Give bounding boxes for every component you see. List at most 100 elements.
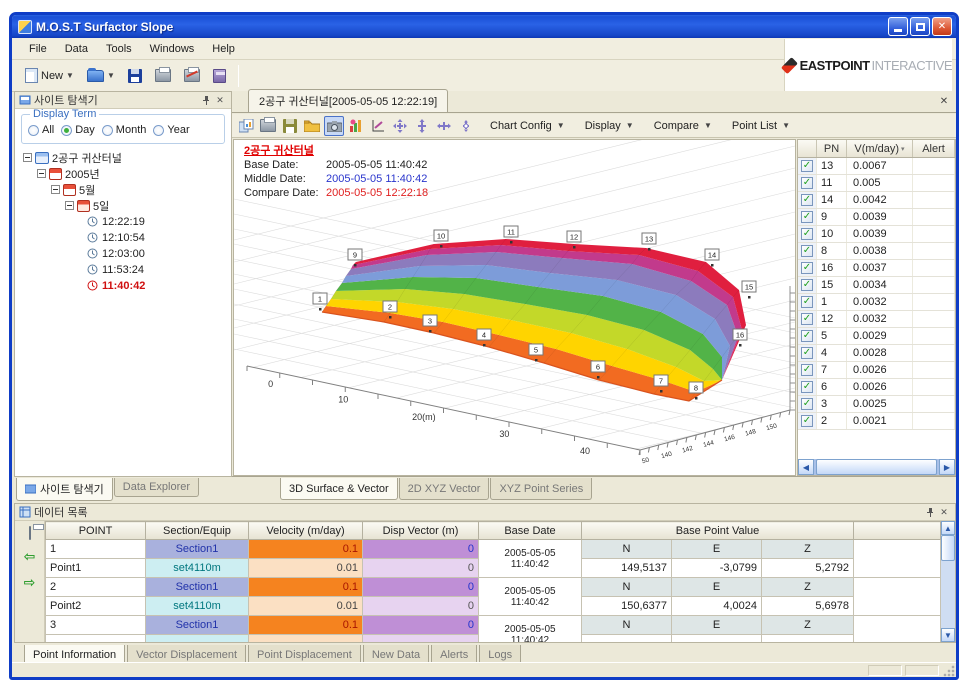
point-row[interactable]: ✓ 2 0.0021: [798, 413, 955, 430]
tab-data-explorer[interactable]: Data Explorer: [113, 478, 200, 497]
subheader-e[interactable]: E: [671, 577, 762, 597]
checkbox[interactable]: ✓: [801, 296, 813, 308]
cell-disp-vector[interactable]: 0: [362, 558, 479, 578]
cell-velocity[interactable]: 0.1: [248, 539, 363, 559]
cell-alert[interactable]: [913, 379, 955, 395]
cell-alert[interactable]: [913, 345, 955, 361]
cell-disp-vector[interactable]: 0: [362, 539, 479, 559]
document-tab[interactable]: 2공구 귀산터널[2005-05-05 12:22:19]: [248, 89, 449, 112]
tree-time-item[interactable]: 11:40:42: [85, 278, 231, 294]
collapse-icon[interactable]: [37, 169, 46, 178]
cell-alert[interactable]: [913, 192, 955, 208]
cell-velocity[interactable]: 0.0026: [847, 379, 913, 395]
cell-velocity[interactable]: 0.0042: [847, 192, 913, 208]
cell-pn[interactable]: 4: [817, 345, 847, 361]
cell-velocity[interactable]: 0.005: [847, 175, 913, 191]
cell-section[interactable]: Section1: [145, 577, 249, 597]
pn-column-header[interactable]: PN: [817, 140, 847, 157]
cell-velocity[interactable]: 0.01: [248, 596, 363, 616]
cell-velocity[interactable]: 0.0039: [847, 209, 913, 225]
checkbox[interactable]: ✓: [801, 279, 813, 291]
menu-item-windows[interactable]: Windows: [149, 42, 195, 55]
cell-velocity[interactable]: 0.1: [248, 577, 363, 597]
cell-alert[interactable]: [913, 328, 955, 344]
new-dropdown-icon[interactable]: ▼: [66, 71, 74, 80]
scroll-down-arrow[interactable]: ▼: [941, 628, 955, 642]
print-preview-button[interactable]: [179, 66, 205, 85]
open-button[interactable]: ▼: [82, 67, 120, 85]
reload-button[interactable]: ⇨: [23, 574, 36, 590]
cell-point[interactable]: 2: [45, 577, 146, 597]
save-button[interactable]: [123, 66, 147, 86]
cell-pn[interactable]: 11: [817, 175, 847, 191]
cell-velocity[interactable]: 0.0034: [847, 277, 913, 293]
radio-option-year[interactable]: Year: [153, 124, 190, 136]
bottom-tab-alerts[interactable]: Alerts: [431, 645, 478, 665]
cell-velocity[interactable]: 0.0038: [847, 243, 913, 259]
checkbox[interactable]: ✓: [801, 330, 813, 342]
data-row[interactable]: 1 Section1 0.1 0 2005-05-05 11:40:42 N E Z: [45, 539, 941, 578]
cell-disp-vector[interactable]: 0: [362, 577, 479, 597]
move-all-button[interactable]: [390, 116, 410, 136]
checkbox[interactable]: ✓: [801, 194, 813, 206]
cell-e[interactable]: [671, 634, 762, 642]
panel-close-icon[interactable]: ✕: [216, 94, 224, 105]
point-row[interactable]: ✓ 15 0.0034: [798, 277, 955, 294]
cell-pn[interactable]: 3: [817, 396, 847, 412]
checkbox[interactable]: ✓: [801, 347, 813, 359]
cell-pn[interactable]: 1: [817, 294, 847, 310]
cell-pn[interactable]: 5: [817, 328, 847, 344]
cell-alert[interactable]: [913, 311, 955, 327]
cell-disp-vector[interactable]: [362, 634, 479, 642]
cell-pn[interactable]: 2: [817, 413, 847, 429]
cell-velocity[interactable]: 0.01: [248, 558, 363, 578]
tree-time-item[interactable]: 12:03:00: [85, 246, 231, 262]
chevron-down-icon[interactable]: ▼: [625, 121, 634, 130]
collapse-icon[interactable]: [23, 153, 32, 162]
cell-velocity[interactable]: 0.0025: [847, 396, 913, 412]
cell-alert[interactable]: [913, 362, 955, 378]
cell-base-date[interactable]: 2005-05-05 11:40:42: [478, 615, 582, 642]
menu-item-tools[interactable]: Tools: [105, 42, 132, 55]
maximize-button[interactable]: [910, 17, 930, 36]
dropdown-compare[interactable]: Compare ▼: [646, 117, 720, 135]
subheader-n[interactable]: N: [581, 539, 672, 559]
snapshot-button[interactable]: [324, 115, 344, 136]
point-row[interactable]: ✓ 10 0.0039: [798, 226, 955, 243]
point-row[interactable]: ✓ 7 0.0026: [798, 362, 955, 379]
point-row[interactable]: ✓ 5 0.0029: [798, 328, 955, 345]
export-button[interactable]: [208, 66, 231, 86]
cell-section[interactable]: Section1: [145, 615, 249, 635]
cell-pn[interactable]: 9: [817, 209, 847, 225]
point-row[interactable]: ✓ 3 0.0025: [798, 396, 955, 413]
scroll-thumb[interactable]: [941, 535, 955, 561]
cell-velocity[interactable]: 0.0037: [847, 260, 913, 276]
cell-n[interactable]: [581, 634, 672, 642]
menu-item-data[interactable]: Data: [64, 42, 88, 55]
cell-disp-vector[interactable]: 0: [362, 615, 479, 635]
view-tab-3d-surface-vector[interactable]: 3D Surface & Vector: [280, 478, 398, 500]
chart-style-button[interactable]: [346, 116, 366, 136]
cell-alert[interactable]: [913, 243, 955, 259]
point-row[interactable]: ✓ 11 0.005: [798, 175, 955, 192]
print-list-button[interactable]: [28, 526, 31, 540]
scroll-left-arrow[interactable]: ◀: [798, 459, 814, 475]
new-button[interactable]: New ▼: [20, 65, 79, 86]
point-row[interactable]: ✓ 1 0.0032: [798, 294, 955, 311]
resize-grip[interactable]: [942, 663, 955, 677]
move-horizontal-button[interactable]: [434, 116, 454, 136]
data-list-vscrollbar[interactable]: ▲ ▼: [941, 521, 955, 642]
cell-alert[interactable]: [913, 413, 955, 429]
cell-z[interactable]: 5,2792: [761, 558, 854, 578]
data-row[interactable]: Point1 set4110m 0.01 0 149,5137 -3,0799 5,2792: [45, 558, 941, 578]
cell-pn[interactable]: 16: [817, 260, 847, 276]
checkbox[interactable]: ✓: [801, 177, 813, 189]
dropdown-display[interactable]: Display ▼: [577, 117, 642, 135]
point-row[interactable]: ✓ 13 0.0067: [798, 158, 955, 175]
radio-option-month[interactable]: Month: [101, 124, 146, 136]
checkbox[interactable]: ✓: [801, 262, 813, 274]
velocity-column-header[interactable]: V(m/day) ▾: [847, 140, 913, 157]
data-row[interactable]: 2 Section1 0.1 0 2005-05-05 11:40:42 N E Z: [45, 577, 941, 616]
cell-empty[interactable]: [853, 577, 941, 616]
subheader-z[interactable]: Z: [761, 615, 854, 635]
